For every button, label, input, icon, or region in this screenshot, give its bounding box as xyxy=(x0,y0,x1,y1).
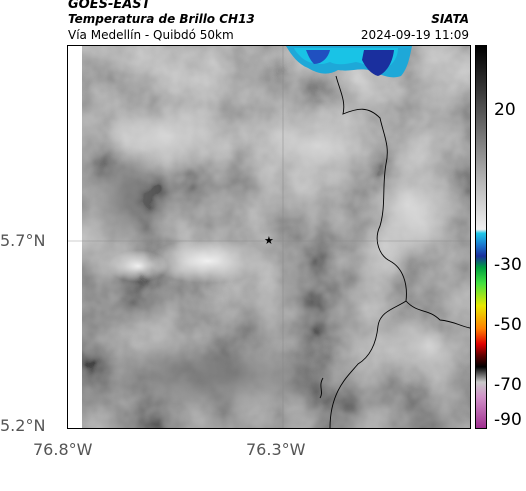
colorbar-tick-label: 20 xyxy=(494,100,516,120)
map-canvas: ★ xyxy=(68,46,473,438)
cold-cloud-top xyxy=(286,46,412,78)
product-title: Temperatura de Brillo CH13 xyxy=(68,12,255,26)
satellite-name: GOES-EAST xyxy=(68,0,151,12)
border-lines xyxy=(319,75,471,429)
graticule xyxy=(68,46,470,428)
brightness-temperature-map: ★ xyxy=(67,45,473,438)
colorbar-tick-label: -50 xyxy=(494,315,522,335)
lon-tick-label: 76.8°W xyxy=(33,440,93,459)
colorbar-tick-label: -90 xyxy=(494,410,522,430)
colorbar-gradient xyxy=(476,46,486,428)
star-icon: ★ xyxy=(264,234,274,247)
cloud-imagery xyxy=(82,46,473,438)
colorbar-tick-label: -30 xyxy=(494,255,522,275)
lon-tick-label: 76.3°W xyxy=(246,440,306,459)
lat-tick-label: 5.7°N xyxy=(0,231,46,250)
colorbar xyxy=(475,45,487,429)
region-label: Vía Medellín - Quibdó 50km xyxy=(68,28,234,42)
lat-tick-label: 5.2°N xyxy=(0,416,46,435)
colorbar-tick-label: -70 xyxy=(494,375,522,395)
datetime-label: 2024-09-19 11:09 xyxy=(360,28,469,42)
organization-label: SIATA xyxy=(431,12,469,26)
